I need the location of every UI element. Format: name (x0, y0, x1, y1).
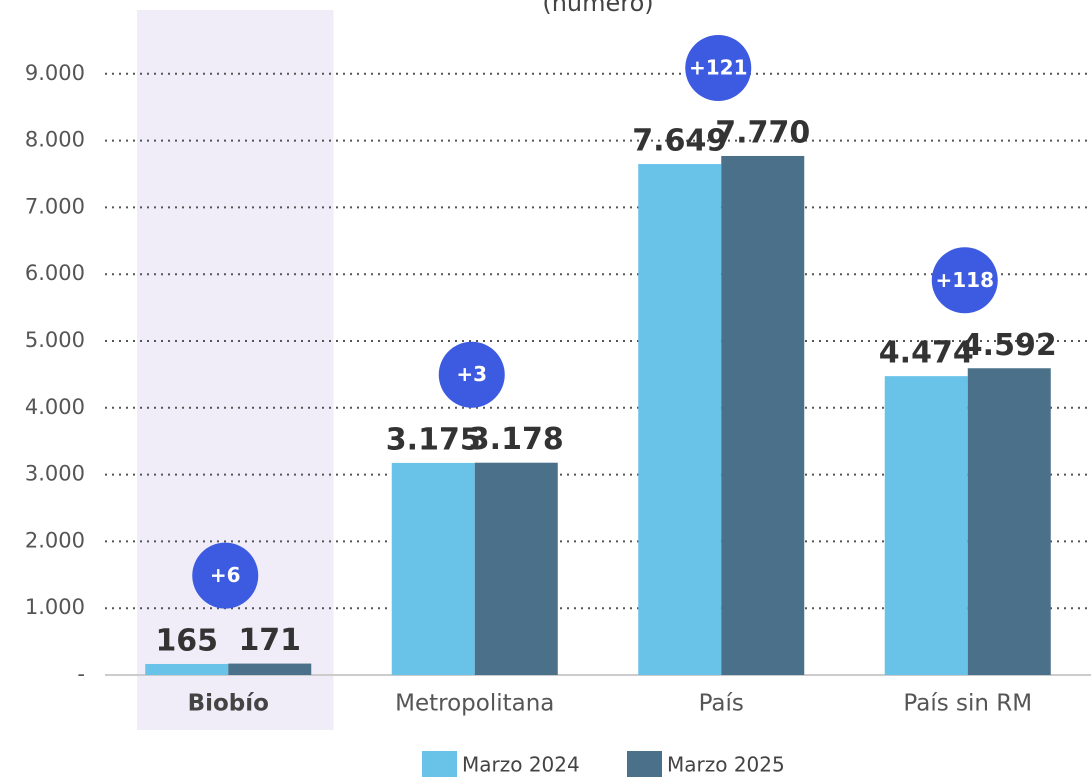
legend-swatch (627, 751, 662, 777)
legend-swatch (422, 751, 457, 777)
value-label: 4.474 (879, 336, 974, 371)
x-tick-label: Metropolitana (395, 691, 554, 717)
difference-bubble (192, 542, 259, 609)
x-tick-label: Biobío (188, 691, 269, 717)
difference-bubble (685, 34, 752, 101)
value-label: 3.175 (386, 422, 481, 457)
bar (391, 462, 475, 675)
bar (474, 462, 558, 675)
chart-subtitle: (número) (542, 0, 653, 17)
bar (145, 663, 229, 675)
bar (884, 376, 968, 675)
difference-label: +121 (689, 55, 748, 79)
bar (638, 164, 722, 675)
value-label: 171 (238, 623, 301, 658)
bar (228, 663, 312, 675)
difference-label: +3 (456, 362, 487, 386)
difference-bubble (438, 341, 505, 408)
y-tick-label: 2.000 (25, 528, 85, 552)
y-tick-label: 7.000 (25, 194, 85, 218)
legend-label: Marzo 2025 (667, 753, 785, 777)
legend-label: Marzo 2024 (462, 753, 580, 777)
difference-bubble (931, 247, 998, 314)
y-tick-label: 5.000 (25, 328, 85, 352)
y-tick-label: 1.000 (25, 595, 85, 619)
x-tick-label: País (699, 691, 744, 717)
y-tick-label: 6.000 (25, 261, 85, 285)
y-tick-label: - (77, 662, 85, 686)
value-label: 4.592 (962, 328, 1057, 363)
y-tick-label: 8.000 (25, 128, 85, 152)
bar (967, 368, 1051, 675)
y-tick-label: 9.000 (25, 61, 85, 85)
highlight-band (137, 10, 334, 730)
y-tick-label: 3.000 (25, 462, 85, 486)
difference-label: +6 (210, 563, 241, 587)
value-label: 7.649 (632, 124, 727, 159)
value-label: 165 (155, 623, 218, 658)
value-label: 7.770 (715, 115, 810, 150)
x-tick-label: País sin RM (903, 691, 1032, 717)
bar (721, 155, 805, 676)
value-label: 3.178 (469, 422, 564, 457)
y-tick-label: 4.000 (25, 395, 85, 419)
difference-label: +118 (935, 268, 994, 292)
